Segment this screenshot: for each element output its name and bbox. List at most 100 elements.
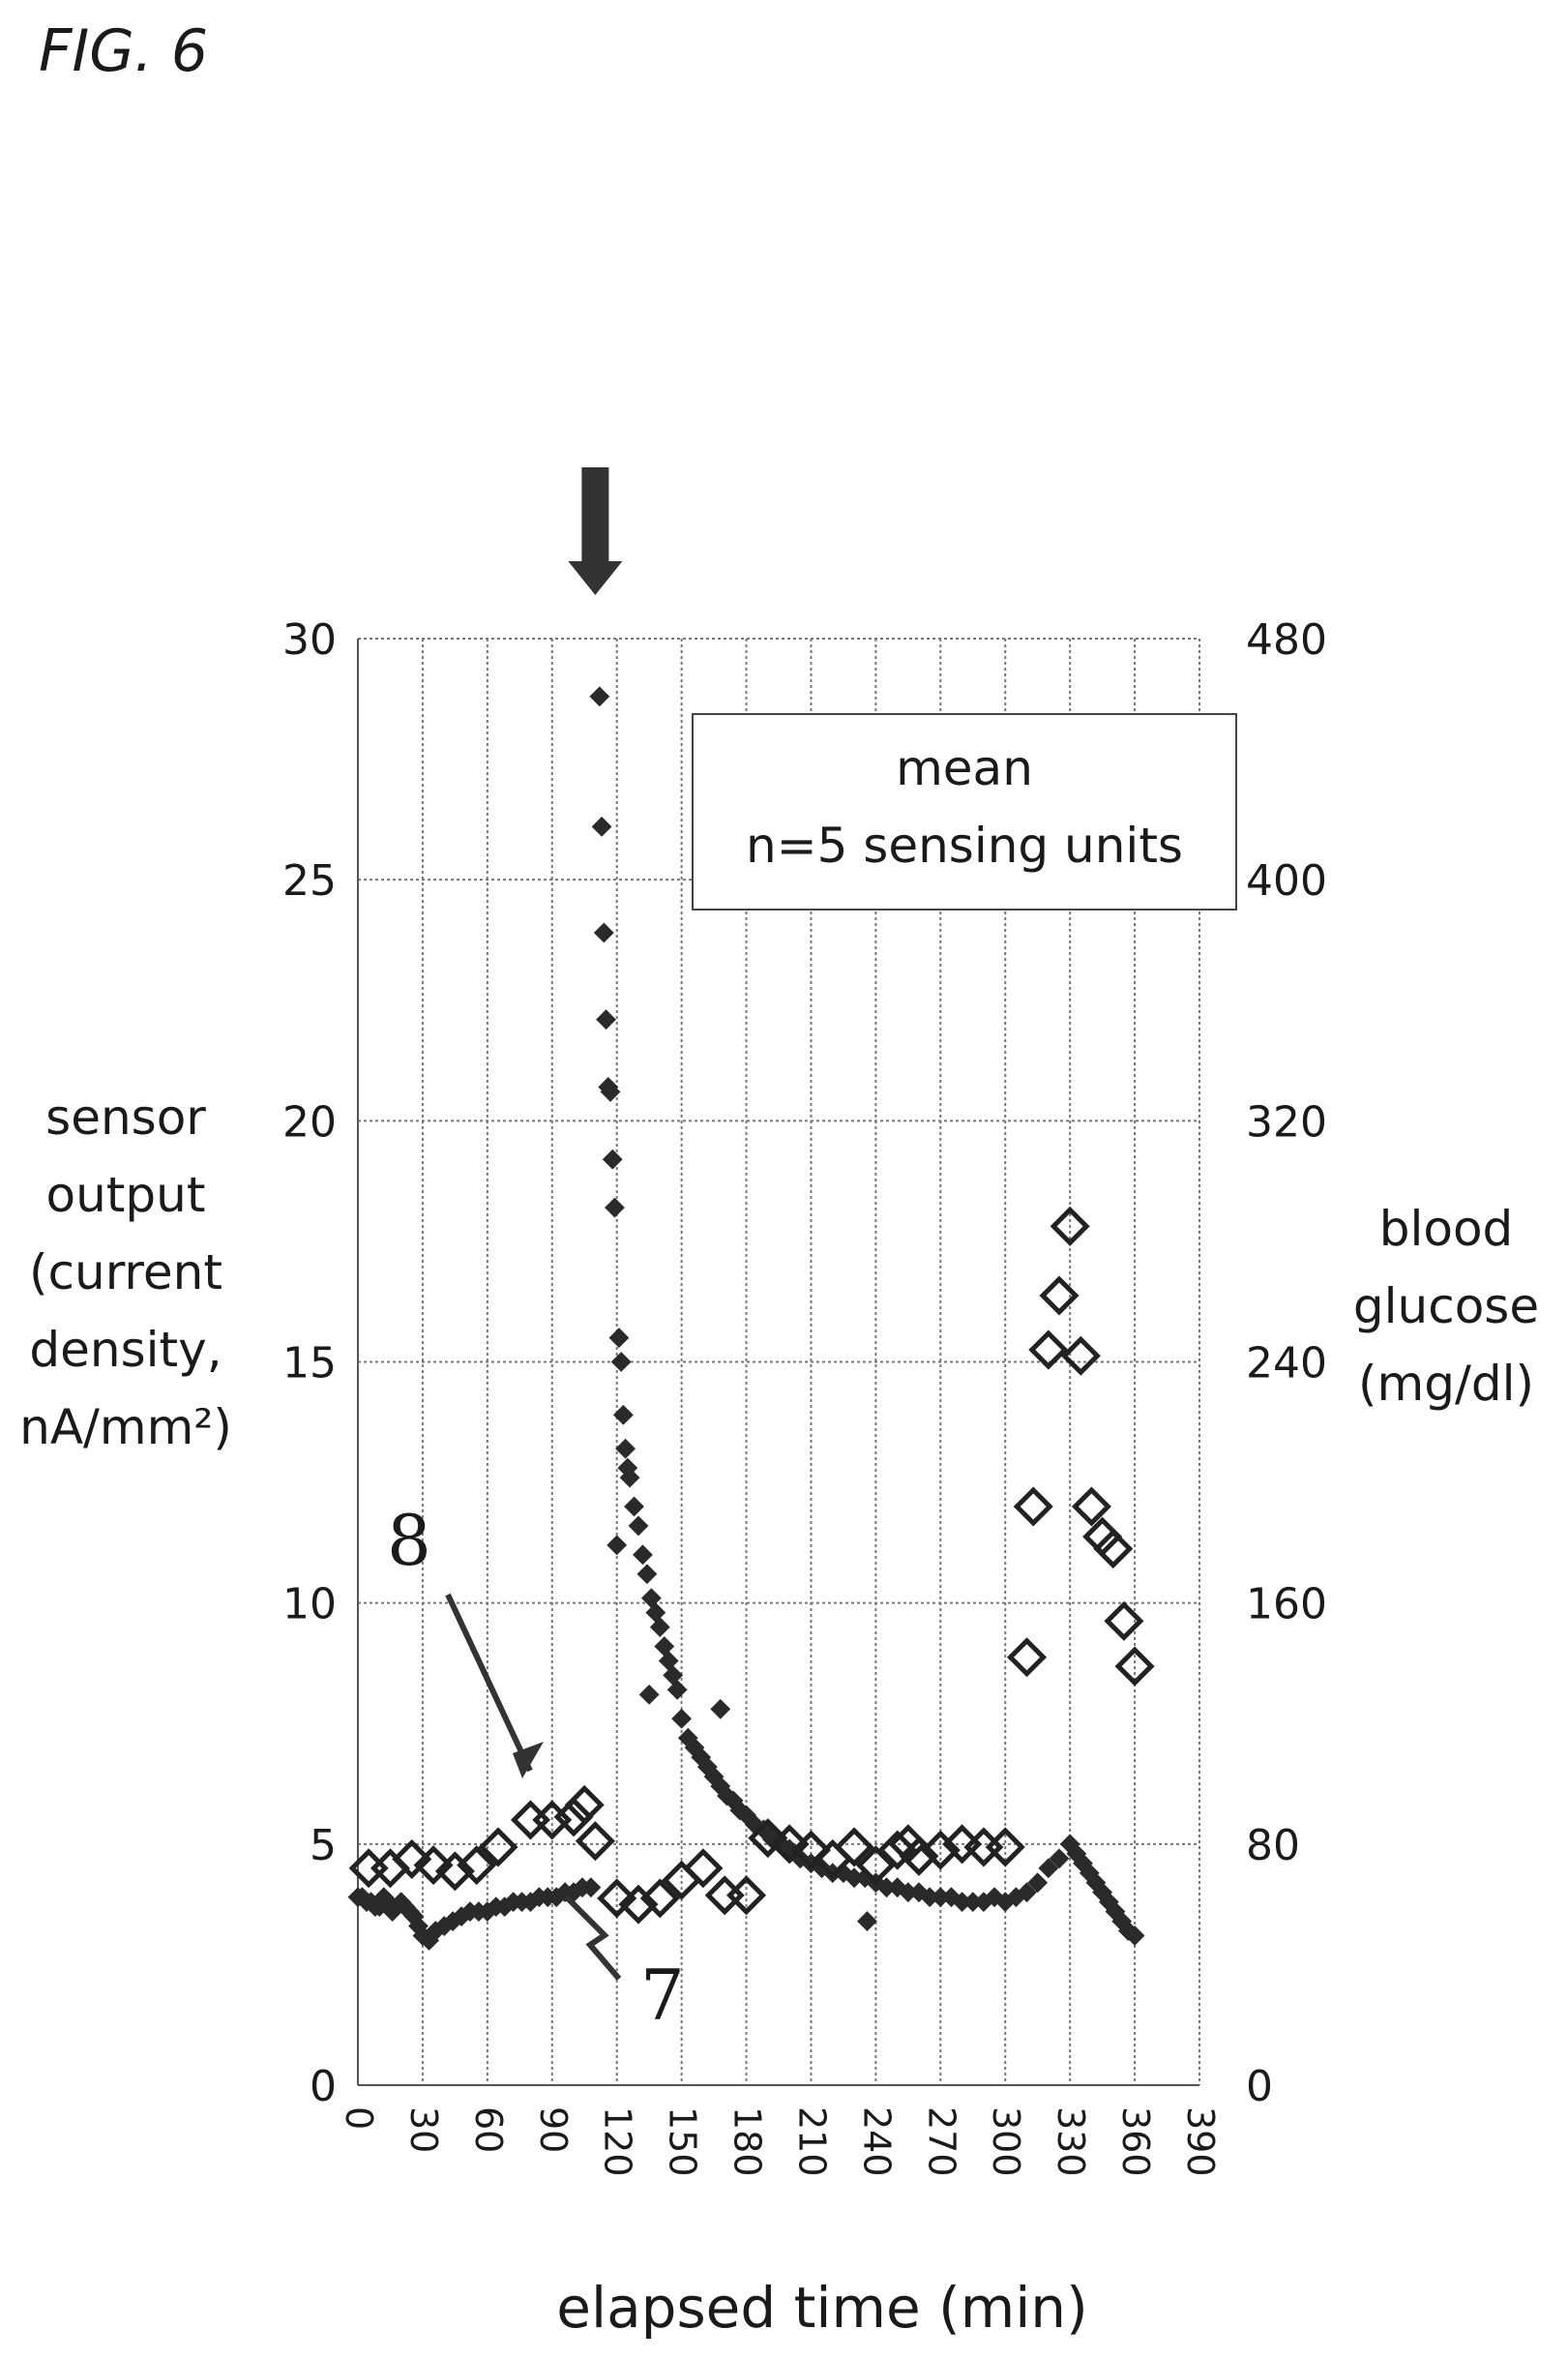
data-point-open <box>618 1884 659 1925</box>
y-right-tick-label: 400 <box>1246 856 1327 906</box>
data-point-open <box>1013 1486 1053 1527</box>
y-left-tick-label: 25 <box>282 856 337 906</box>
y-right-tick-label: 80 <box>1246 1821 1300 1870</box>
data-point-filled <box>984 1887 1005 1908</box>
data-point-open <box>1104 1600 1144 1641</box>
x-tick-label: 150 <box>662 2106 704 2177</box>
x-tick-label: 270 <box>920 2106 962 2177</box>
y-axis-left-label-line: (current <box>29 1244 222 1300</box>
data-point-open <box>683 1848 724 1889</box>
callout-arrowhead-8 <box>513 1742 544 1778</box>
x-tick-label: 360 <box>1114 2106 1157 2177</box>
data-point-filled <box>941 1887 962 1908</box>
legend-box: mean n=5 sensing units <box>692 713 1237 911</box>
data-point-filled <box>608 1328 630 1348</box>
callout-label-7: 7 <box>640 1955 685 2036</box>
data-point-filled <box>857 1911 877 1931</box>
data-point-open <box>1028 1329 1069 1370</box>
data-point-filled <box>710 1698 731 1719</box>
x-tick-label: 330 <box>1050 2106 1092 2177</box>
data-point-filled <box>638 1684 660 1705</box>
y-axis-left-label-line: density, <box>29 1322 222 1378</box>
y-right-tick-label: 480 <box>1246 615 1327 665</box>
arrow-shaft <box>581 467 609 569</box>
legend-line-1: mean <box>896 740 1033 796</box>
y-axis-right-label-line: (mg/dl) <box>1358 1356 1534 1412</box>
data-point-filled <box>600 1082 621 1102</box>
data-point-filled <box>628 1515 649 1537</box>
data-point-open <box>564 1784 605 1825</box>
data-point-filled <box>1038 1858 1059 1879</box>
x-tick-label: 30 <box>402 2106 445 2153</box>
arrow-head <box>568 561 623 595</box>
data-point-open <box>985 1827 1025 1867</box>
y-axis-right-label-line: blood <box>1378 1201 1514 1257</box>
data-point-filled <box>580 1877 602 1898</box>
data-point-open <box>597 1878 637 1919</box>
x-tick-label: 120 <box>597 2106 639 2177</box>
data-point-open <box>575 1821 615 1862</box>
data-point-filled <box>1124 1926 1145 1946</box>
legend-line-2: n=5 sensing units <box>746 818 1183 874</box>
data-point-filled <box>593 922 614 943</box>
data-point-open <box>920 1830 961 1870</box>
data-point-filled <box>633 1544 653 1566</box>
data-point-filled <box>615 1438 636 1459</box>
data-point-filled <box>591 816 612 837</box>
y-axis-left-label-line: output <box>45 1167 206 1223</box>
data-point-filled <box>1017 1882 1037 1903</box>
data-point-filled <box>658 1651 679 1671</box>
data-point-open <box>834 1827 874 1867</box>
y-right-tick-label: 320 <box>1246 1097 1327 1147</box>
data-point-open <box>855 1845 896 1886</box>
data-point-filled <box>640 1588 662 1609</box>
data-point-open <box>413 1845 454 1886</box>
data-point-filled <box>1027 1872 1049 1894</box>
data-point-open <box>510 1800 550 1840</box>
data-point-filled <box>602 1149 623 1170</box>
y-left-tick-label: 20 <box>282 1097 337 1147</box>
figure-label: FIG. 6 <box>39 17 209 85</box>
data-point-filled <box>908 1882 930 1903</box>
series-blood-glucose <box>348 1206 1155 1925</box>
x-tick-label: 180 <box>726 2106 769 2177</box>
axes <box>357 639 1199 2086</box>
callout-line-7 <box>563 1894 622 1981</box>
data-point-open <box>553 1797 594 1837</box>
x-tick-label: 300 <box>985 2106 1027 2177</box>
data-point-filled <box>610 1352 632 1372</box>
data-point-open <box>1060 1335 1101 1376</box>
y-axis-right-label: blood glucose (mg/dl) <box>1330 1190 1562 1422</box>
y-right-tick-label: 0 <box>1246 2062 1273 2111</box>
data-point-open <box>457 1845 497 1886</box>
y-axis-left-label-line: sensor <box>45 1090 206 1146</box>
data-point-filled <box>596 1009 616 1030</box>
y-left-tick-label: 15 <box>282 1339 337 1389</box>
data-point-open <box>704 1875 745 1916</box>
y-left-tick-label: 0 <box>310 2062 337 2111</box>
data-point-filled <box>654 1636 675 1657</box>
data-point-open <box>478 1827 518 1867</box>
x-tick-label: 210 <box>790 2106 833 2177</box>
data-point-open <box>899 1836 939 1876</box>
y-left-tick-label: 5 <box>310 1821 337 1870</box>
x-tick-label: 90 <box>532 2106 575 2153</box>
y-left-tick-label: 10 <box>282 1580 337 1629</box>
data-point-open <box>434 1851 475 1892</box>
data-point-open <box>877 1830 918 1870</box>
x-tick-label: 240 <box>855 2106 898 2177</box>
data-point-filled <box>645 1602 666 1624</box>
data-point-filled <box>1049 1848 1070 1869</box>
data-point-open <box>1050 1206 1090 1246</box>
data-point-open <box>790 1830 831 1870</box>
data-point-open <box>392 1838 432 1879</box>
data-point-open <box>1071 1486 1111 1527</box>
data-point-filled <box>649 1617 670 1637</box>
data-point-filled <box>666 1679 688 1700</box>
annotations <box>445 467 623 1981</box>
data-point-filled <box>612 1404 634 1425</box>
data-point-open <box>726 1875 767 1916</box>
y-right-tick-label: 160 <box>1246 1580 1327 1629</box>
data-point-open <box>1093 1529 1134 1569</box>
